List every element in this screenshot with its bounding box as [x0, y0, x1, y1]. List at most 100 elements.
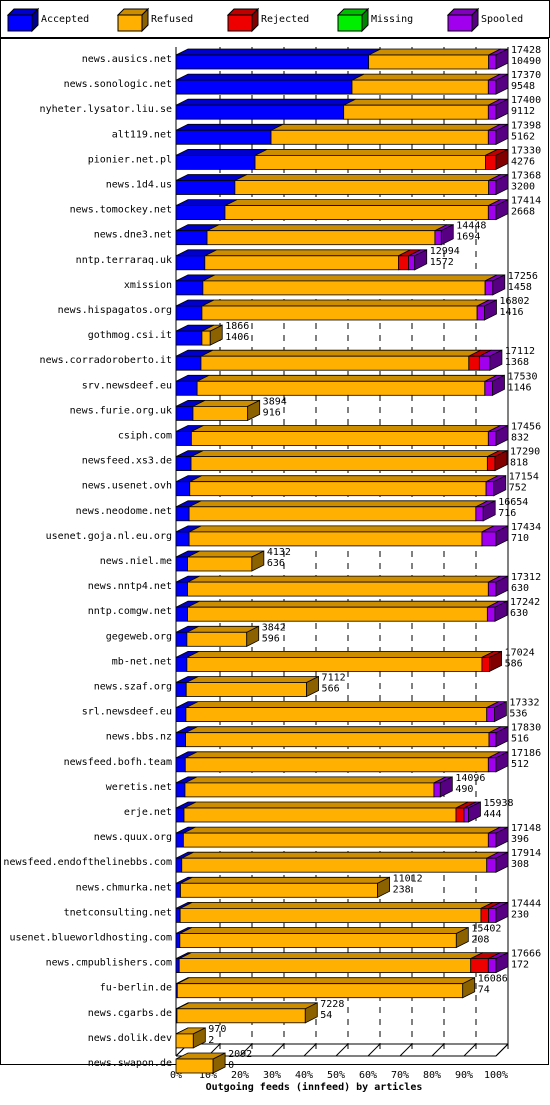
- bar-side: [489, 349, 503, 371]
- bar-segment-refused: [184, 757, 489, 773]
- bar-segment-spooled: [487, 205, 497, 221]
- bar-top-refused: [179, 902, 494, 909]
- bar-segment-accepted: [175, 155, 256, 170]
- value-label-accepted: 710: [511, 533, 529, 544]
- category-label: news.corradoroberto.it: [40, 355, 172, 366]
- x-tick-label: 30%: [263, 1070, 281, 1081]
- bar-top-refused: [234, 174, 501, 181]
- bar-segment-spooled: [476, 305, 485, 321]
- legend-swatch-rejected: [227, 7, 259, 33]
- bar-segment-refused: [175, 1058, 214, 1074]
- chart-frame: [0, 38, 549, 1065]
- bar-segment-accepted: [175, 305, 203, 321]
- bar-top-refused: [177, 977, 475, 985]
- value-label-accepted: 1368: [505, 357, 529, 368]
- x-tick: [239, 1043, 253, 1057]
- bar-segment-refused: [368, 54, 490, 70]
- bar-segment-accepted: [175, 255, 206, 271]
- stacked-bar-chart: 0% 10% 20% 30% 40% 50% 60% 70% 80% 90% 100% Outgoin…: [0, 38, 549, 1093]
- value-label-total: 4132: [267, 547, 291, 558]
- category-label: tnetconsulting.net: [64, 907, 172, 918]
- bar-segment-accepted: [175, 54, 370, 70]
- bar-segment-refused: [201, 330, 211, 346]
- value-label-accepted: 2668: [511, 207, 535, 218]
- bar-top-refused: [188, 525, 495, 533]
- bar-segment-refused: [192, 405, 249, 421]
- bar-segment-accepted: [175, 857, 183, 873]
- value-label-total: 17444: [511, 898, 541, 909]
- bar-segment-rejected: [468, 355, 480, 371]
- bar-side: [495, 123, 509, 145]
- value-label-total: 14096: [455, 773, 485, 784]
- bar-segment-accepted: [175, 882, 181, 898]
- bar-top-refused: [200, 349, 481, 357]
- value-label-accepted: 596: [262, 633, 280, 644]
- bar-segment-rejected: [455, 807, 465, 823]
- bar-side: [495, 73, 509, 95]
- value-label-accepted: 10490: [511, 56, 541, 67]
- bar-side: [495, 148, 509, 171]
- bar-side: [492, 274, 506, 296]
- legend-swatch-accepted: [7, 7, 39, 33]
- x-tick-label: 50%: [327, 1070, 345, 1081]
- value-label-accepted: 516: [511, 734, 529, 745]
- x-tick-label: 40%: [295, 1070, 313, 1081]
- value-label-total: 17256: [508, 271, 538, 282]
- bar-segment-accepted: [175, 958, 180, 973]
- value-label-accepted: 752: [509, 483, 527, 494]
- value-label-total: 16654: [498, 497, 528, 508]
- bar-side: [482, 500, 496, 522]
- bar-side: [209, 324, 223, 346]
- bar-segment-spooled: [487, 431, 497, 446]
- value-label-accepted: 818: [510, 458, 528, 469]
- bar-top-refused: [176, 1002, 318, 1010]
- bar-segment-refused: [187, 581, 489, 597]
- value-label-total: 11012: [393, 873, 423, 884]
- x-tick-label: 80%: [423, 1070, 441, 1081]
- legend-swatch-spooled: [447, 7, 479, 33]
- bar-side: [495, 826, 509, 848]
- value-label-total: 17148: [511, 823, 541, 834]
- legend-swatch-missing: [337, 7, 369, 33]
- value-label-total: 16086: [478, 974, 508, 985]
- category-label: nyheter.lysator.liu.se: [40, 104, 172, 115]
- value-label-accepted: 238: [393, 884, 411, 895]
- value-label-accepted: 5162: [511, 131, 535, 142]
- x-tick: [399, 1043, 413, 1057]
- bar-segment-accepted: [175, 682, 187, 697]
- x-tick-label: 100%: [484, 1070, 508, 1081]
- bar-side: [440, 224, 454, 246]
- bar-top-accepted: [175, 149, 268, 156]
- value-label-accepted: 74: [478, 985, 490, 996]
- bar-segment-spooled: [408, 255, 416, 271]
- category-label: news.bbs.nz: [106, 732, 172, 743]
- category-label: fu-berlin.de: [100, 983, 172, 994]
- bar-side: [495, 851, 509, 873]
- bar-segment-accepted: [175, 129, 272, 145]
- bar-segment-refused: [206, 230, 436, 246]
- value-label-total: 17154: [509, 472, 539, 483]
- category-label: news.szaf.org: [94, 682, 172, 693]
- value-label-accepted: 566: [322, 684, 340, 695]
- bar-top-accepted: [175, 98, 356, 106]
- bar-segment-spooled: [488, 54, 497, 70]
- value-label-total: 17414: [511, 196, 541, 207]
- category-label: news.neodome.net: [76, 506, 172, 517]
- value-label-accepted: 512: [511, 759, 529, 770]
- category-label: news.dolik.dev: [88, 1033, 172, 1044]
- bar-side: [492, 374, 505, 396]
- bar-side: [495, 525, 509, 547]
- category-label: news.ausics.net: [82, 54, 172, 65]
- value-label-total: 17332: [509, 698, 539, 709]
- bar-segment-refused: [186, 631, 248, 647]
